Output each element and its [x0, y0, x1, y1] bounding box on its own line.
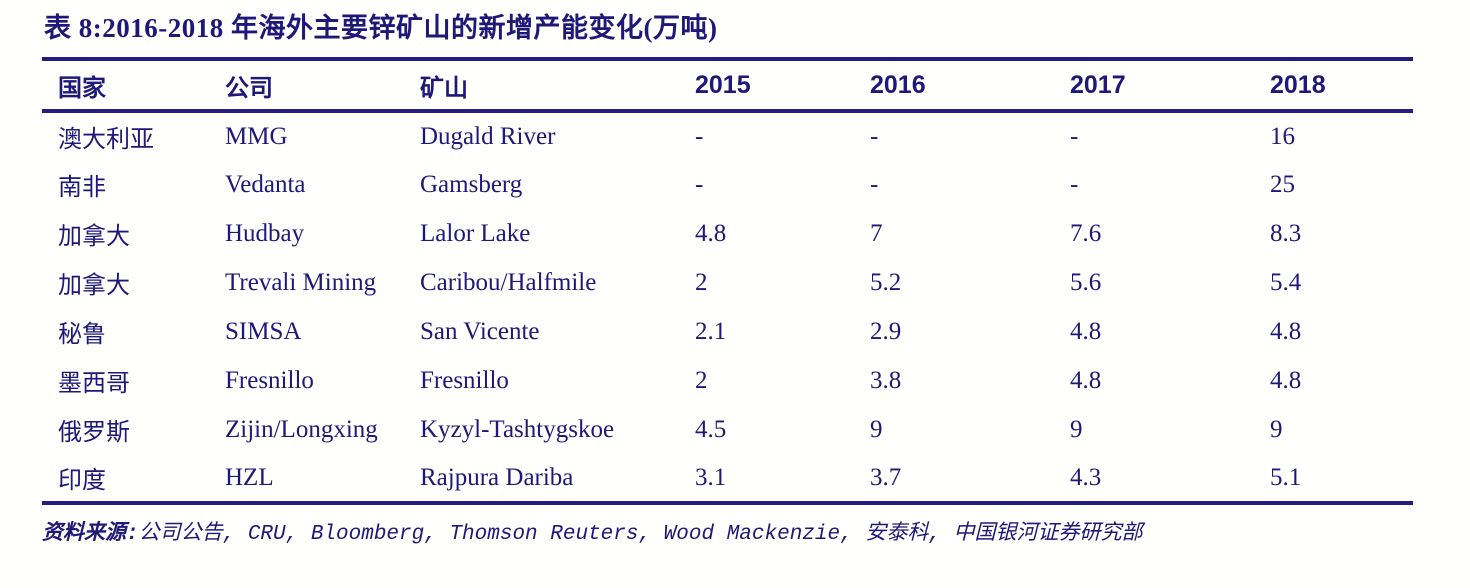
cell-2015: 4.8 — [695, 219, 727, 247]
cell-company: HZL — [225, 463, 274, 491]
cell-2017: 7.6 — [1070, 219, 1102, 247]
cell-2015: - — [695, 122, 704, 150]
cell-2016: 3.8 — [870, 366, 902, 394]
cell-2016: 2.9 — [870, 317, 902, 345]
cell-2018: 5.1 — [1270, 463, 1302, 491]
cell-2015: 4.5 — [695, 415, 727, 443]
source-list: 公司公告, CRU, Bloomberg, Thomson Reuters, W… — [138, 523, 1143, 546]
cell-2018: 25 — [1270, 170, 1295, 198]
table-row: 澳大利亚 MMG Dugald River - - - 16 — [42, 111, 1413, 160]
cell-country: 南非 — [58, 175, 106, 201]
column-header-2015: 2015 — [695, 59, 870, 113]
cell-company: SIMSA — [225, 317, 302, 345]
cell-2016: 7 — [870, 219, 883, 247]
cell-company: Fresnillo — [225, 366, 314, 394]
cell-country: 加拿大 — [58, 273, 130, 299]
cell-mine: Lalor Lake — [420, 219, 531, 247]
cell-2017: 4.8 — [1070, 317, 1102, 345]
table-row: 秘鲁 SIMSA San Vicente 2.1 2.9 4.8 4.8 — [42, 307, 1413, 356]
cell-company: Zijin/Longxing — [225, 415, 378, 443]
zinc-mine-capacity-table: 国家 公司 矿山 2015 2016 2017 2018 澳大利亚 MMG Dugald Riv… — [42, 57, 1413, 505]
table-header-row: 国家 公司 矿山 2015 2016 2017 2018 — [42, 59, 1413, 113]
cell-2018: 16 — [1270, 122, 1295, 150]
cell-2015: 3.1 — [695, 463, 727, 491]
cell-2017: 5.6 — [1070, 268, 1102, 296]
column-header-2018: 2018 — [1270, 59, 1413, 113]
cell-2018: 4.8 — [1270, 366, 1302, 394]
cell-2018: 8.3 — [1270, 219, 1302, 247]
table-title: 表 8:2016-2018 年海外主要锌矿山的新增产能变化(万吨) — [44, 13, 718, 43]
column-header-country: 国家 — [42, 59, 225, 113]
cell-2017: 4.3 — [1070, 463, 1102, 491]
source-note: 资料来源:公司公告, CRU, Bloomberg, Thomson Reute… — [42, 516, 1470, 546]
cell-2017: 9 — [1070, 415, 1083, 443]
cell-2017: - — [1070, 122, 1079, 150]
cell-country: 墨西哥 — [58, 371, 130, 397]
cell-mine: Dugald River — [420, 122, 556, 150]
column-header-company: 公司 — [225, 59, 420, 113]
cell-company: Hudbay — [225, 219, 305, 247]
table-row: 加拿大 Hudbay Lalor Lake 4.8 7 7.6 8.3 — [42, 209, 1413, 258]
cell-company: Trevali Mining — [225, 268, 377, 296]
cell-2015: 2 — [695, 366, 708, 394]
cell-2016: 3.7 — [870, 463, 902, 491]
column-header-2017: 2017 — [1070, 59, 1270, 113]
cell-mine: Kyzyl-Tashtygskoe — [420, 415, 615, 443]
column-header-mine: 矿山 — [420, 59, 695, 113]
cell-2015: 2.1 — [695, 317, 727, 345]
cell-mine: Gamsberg — [420, 170, 523, 198]
cell-mine: Rajpura Dariba — [420, 463, 574, 491]
cell-country: 俄罗斯 — [58, 420, 130, 446]
table-row: 俄罗斯 Zijin/Longxing Kyzyl-Tashtygskoe 4.5 9 9 9 — [42, 405, 1413, 454]
table-row: 加拿大 Trevali Mining Caribou/Halfmile 2 5.2 5.6… — [42, 258, 1413, 307]
cell-2018: 5.4 — [1270, 268, 1302, 296]
cell-2016: - — [870, 170, 879, 198]
cell-mine: Fresnillo — [420, 366, 509, 394]
cell-2018: 9 — [1270, 415, 1283, 443]
column-header-2016: 2016 — [870, 59, 1070, 113]
table-row: 印度 HZL Rajpura Dariba 3.1 3.7 4.3 5.1 — [42, 454, 1413, 503]
cell-country: 印度 — [58, 468, 106, 494]
cell-company: Vedanta — [225, 170, 306, 198]
cell-country: 澳大利亚 — [58, 127, 154, 153]
cell-mine: San Vicente — [420, 317, 540, 345]
table-body: 澳大利亚 MMG Dugald River - - - 16 南非 Vedanta Gamsber… — [42, 111, 1413, 503]
cell-2016: - — [870, 122, 879, 150]
cell-2015: 2 — [695, 268, 708, 296]
cell-mine: Caribou/Halfmile — [420, 268, 597, 296]
cell-2017: 4.8 — [1070, 366, 1102, 394]
cell-2016: 9 — [870, 415, 883, 443]
table-row: 南非 Vedanta Gamsberg - - - 25 — [42, 160, 1413, 209]
cell-country: 秘鲁 — [58, 322, 106, 348]
cell-2016: 5.2 — [870, 268, 902, 296]
source-label: 资料来源: — [42, 523, 139, 546]
cell-company: MMG — [225, 122, 288, 150]
cell-2018: 4.8 — [1270, 317, 1302, 345]
cell-2015: - — [695, 170, 704, 198]
cell-country: 加拿大 — [58, 224, 130, 250]
table-row: 墨西哥 Fresnillo Fresnillo 2 3.8 4.8 4.8 — [42, 356, 1413, 405]
cell-2017: - — [1070, 170, 1079, 198]
